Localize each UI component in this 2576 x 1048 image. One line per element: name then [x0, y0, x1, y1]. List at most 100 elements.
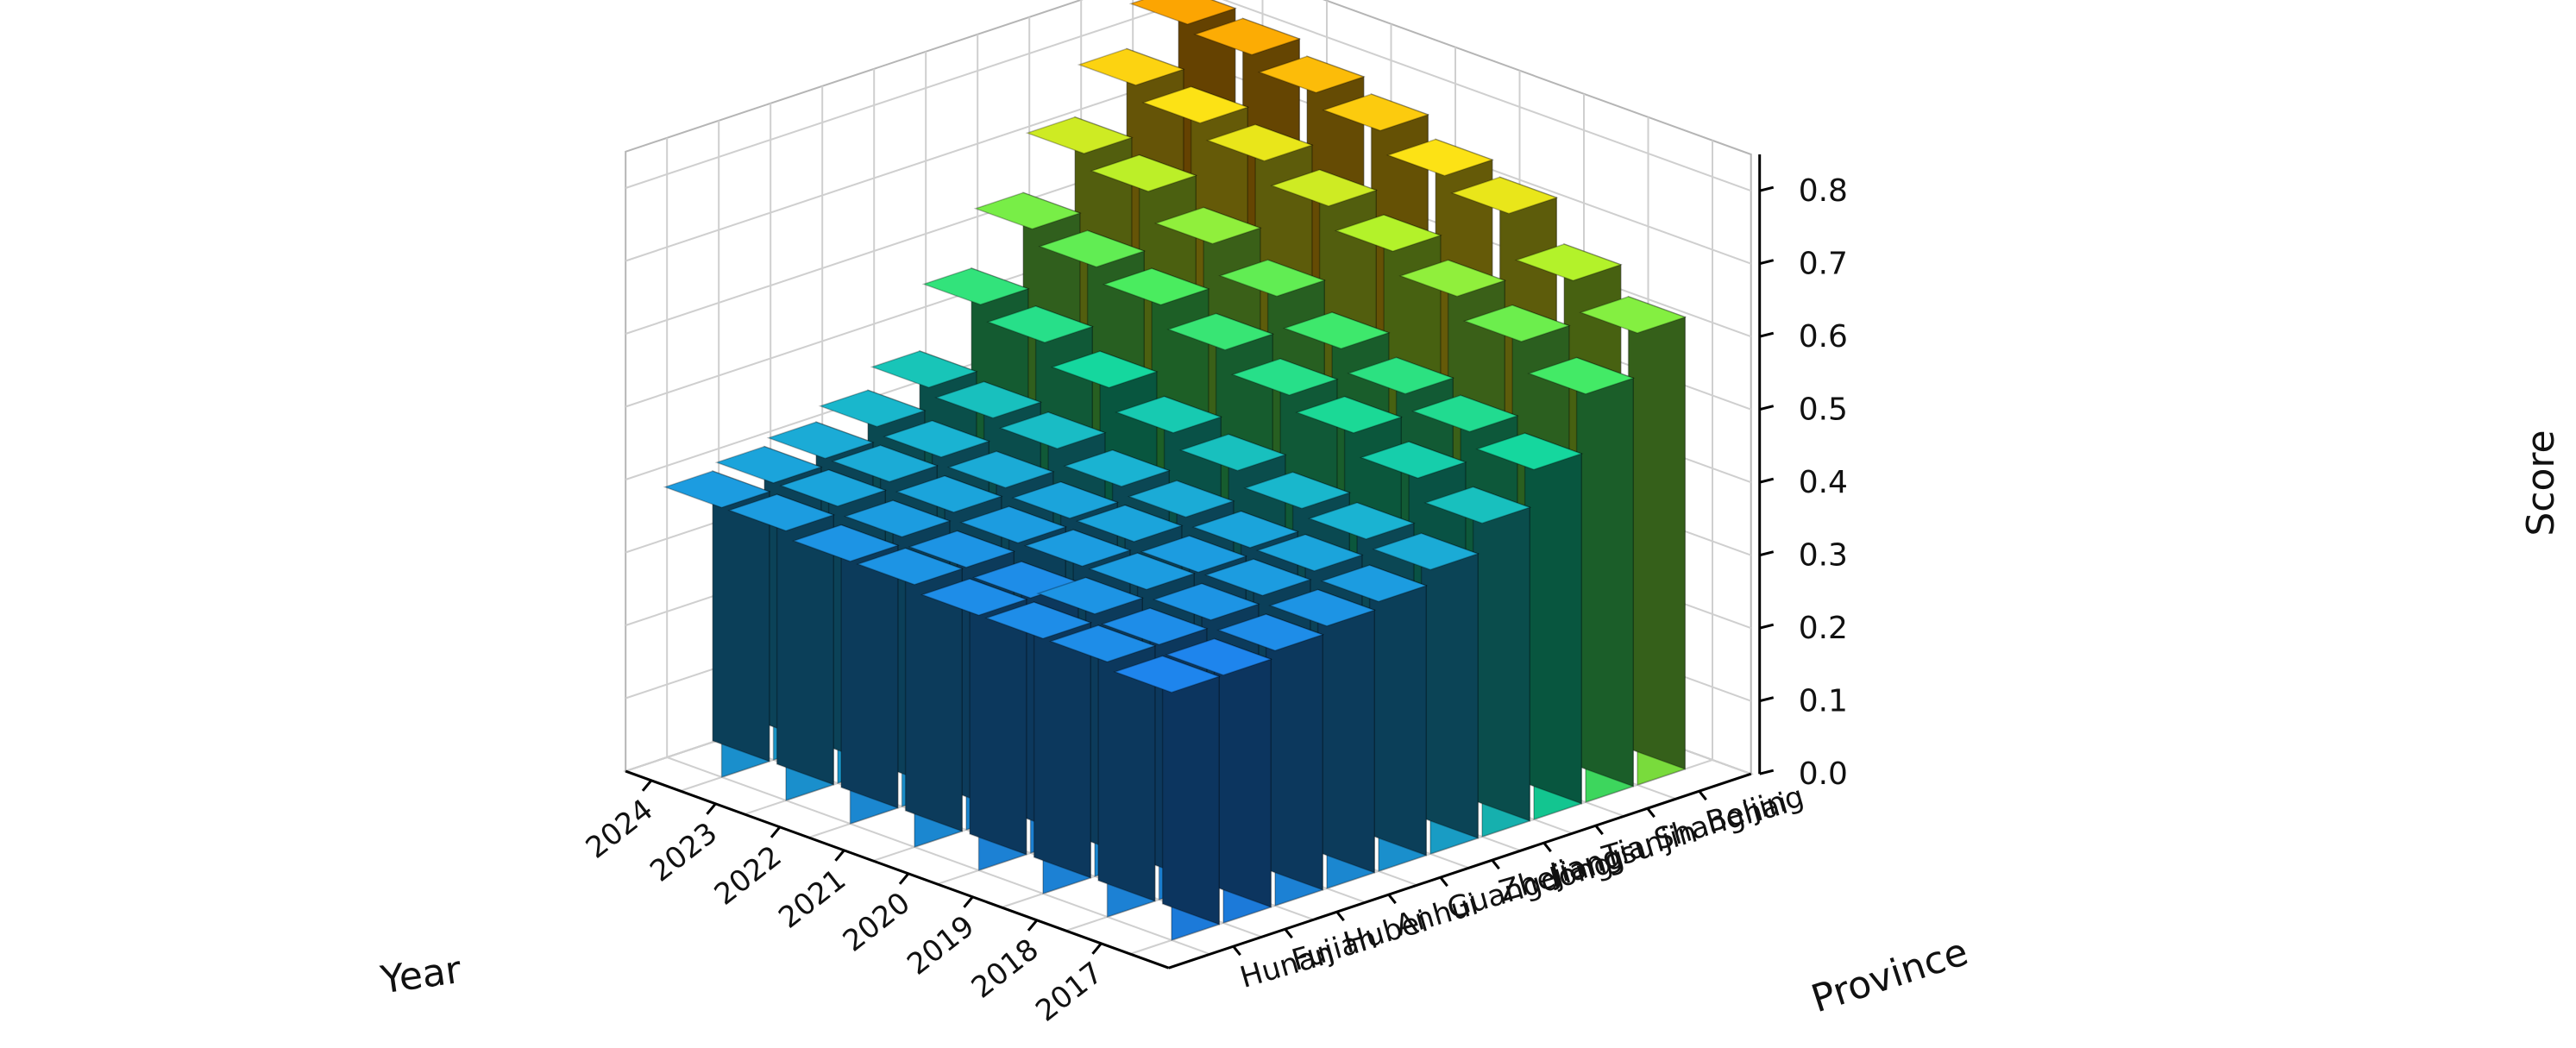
- bar-2017-hunan: [1113, 655, 1222, 942]
- score-tick: [1759, 769, 1775, 775]
- score-tick-label: 0.8: [1799, 173, 1848, 209]
- bar-top-face: [1320, 564, 1429, 603]
- bar-top-face: [818, 389, 927, 428]
- bar-2023-hunan: [727, 493, 836, 802]
- bar-2017-jiangsu: [1423, 486, 1532, 838]
- year-tick-label: 2023: [644, 816, 724, 889]
- bar-side-face: [1368, 564, 1427, 857]
- province-tick: [1284, 928, 1293, 939]
- bar-top-face: [1140, 535, 1248, 574]
- z-gridline: [625, 0, 1752, 192]
- bar-top-face: [973, 191, 1082, 230]
- bar-top-face: [1203, 558, 1312, 597]
- bar-top-face: [1205, 123, 1314, 162]
- bar-top-face: [663, 470, 771, 509]
- bar-2020-hunan: [920, 578, 1028, 872]
- bar-top-face: [1090, 154, 1198, 192]
- bar-top-face: [1100, 607, 1209, 646]
- bar-top-face: [1025, 116, 1134, 154]
- score-tick: [1759, 405, 1775, 411]
- bar-top-face: [1268, 588, 1377, 627]
- score-tick-label: 0.4: [1799, 465, 1848, 500]
- year-tick: [641, 779, 653, 792]
- bar-side-face: [1575, 356, 1634, 788]
- year-tick: [770, 825, 782, 838]
- score-tick-label: 0.3: [1799, 538, 1848, 574]
- province-axis-line: [1168, 772, 1752, 970]
- bar-top-face: [1243, 471, 1352, 510]
- bar-2022-hunan: [791, 524, 900, 825]
- province-tick: [1594, 825, 1604, 836]
- x-axis-label: Year: [377, 948, 464, 1003]
- province-tick-label: Beijing: [1702, 780, 1807, 840]
- bar-top-face: [856, 547, 964, 586]
- province-tick: [1646, 807, 1656, 819]
- year-tick-label: 2019: [901, 909, 981, 982]
- bar-top-face: [1063, 449, 1172, 487]
- bar-top-face: [714, 445, 823, 484]
- bar-top-face: [1218, 259, 1327, 298]
- province-tick: [1335, 911, 1345, 922]
- bar-side-face: [1265, 613, 1323, 891]
- bar-top-face: [998, 411, 1107, 449]
- bar-top-face: [895, 474, 1003, 513]
- bar-top-face: [1166, 312, 1275, 351]
- bar-top-face: [1385, 138, 1494, 177]
- province-tick: [1232, 945, 1241, 957]
- bar-top-face: [1077, 47, 1185, 86]
- year-tick: [1027, 919, 1039, 932]
- bar-side-face: [1472, 486, 1530, 822]
- bar-top-face: [1230, 358, 1339, 396]
- score-tick: [1759, 477, 1775, 484]
- bar-top-face: [1372, 532, 1480, 571]
- bar-top-face: [766, 421, 875, 460]
- bar-top-face: [791, 524, 900, 562]
- year-tick: [834, 849, 845, 862]
- score-tick-label: 0.0: [1799, 756, 1848, 792]
- bar-top-face: [1036, 576, 1145, 615]
- score-tick-label: 0.2: [1799, 611, 1848, 646]
- bar-side-face: [1213, 637, 1272, 908]
- bar-top-face: [1127, 480, 1235, 518]
- score-tick: [1759, 696, 1775, 703]
- bar-top-face: [959, 505, 1068, 544]
- province-tick: [1387, 894, 1397, 905]
- score-tick: [1759, 550, 1775, 557]
- bar-top-face: [1295, 396, 1404, 434]
- score-tick: [1759, 623, 1775, 630]
- bar-top-face: [1347, 356, 1455, 395]
- bar-top-face: [1178, 433, 1287, 472]
- province-tick: [1491, 859, 1500, 870]
- year-axis-line: [625, 769, 1170, 970]
- bar-top-face: [1191, 510, 1300, 549]
- bar-2018-hunan: [1048, 624, 1157, 919]
- bar-2021-hunan: [856, 547, 964, 849]
- bars-group: [663, 0, 1687, 942]
- bar-top-face: [1334, 214, 1442, 253]
- bar-top-face: [1128, 0, 1237, 25]
- bar-top-face: [1115, 395, 1223, 434]
- bar-top-face: [1153, 206, 1262, 245]
- bar-side-face: [1627, 295, 1686, 770]
- z-axis-label: Score: [2519, 430, 2563, 536]
- score-tick-label: 0.1: [1799, 684, 1848, 719]
- bar-top-face: [1579, 296, 1687, 334]
- bar-2017-shanghai: [1527, 356, 1636, 804]
- bar-top-face: [1257, 55, 1366, 94]
- bar-top-face: [870, 350, 978, 388]
- bar-top-face: [1411, 394, 1519, 433]
- bar-top-face: [1462, 304, 1571, 342]
- province-tick: [1698, 790, 1707, 801]
- province-tick: [1439, 876, 1448, 888]
- bar-top-face: [883, 420, 991, 458]
- bar-side-face: [1524, 432, 1582, 805]
- bar-top-face: [921, 267, 1030, 305]
- bar-side-face: [1316, 588, 1375, 874]
- bar-top-face: [1475, 432, 1584, 471]
- bar-top-face: [934, 380, 1043, 419]
- bar-top-face: [1102, 267, 1210, 306]
- bar-top-face: [779, 468, 888, 507]
- bar-top-face: [984, 601, 1093, 640]
- bar-side-face: [1161, 655, 1220, 926]
